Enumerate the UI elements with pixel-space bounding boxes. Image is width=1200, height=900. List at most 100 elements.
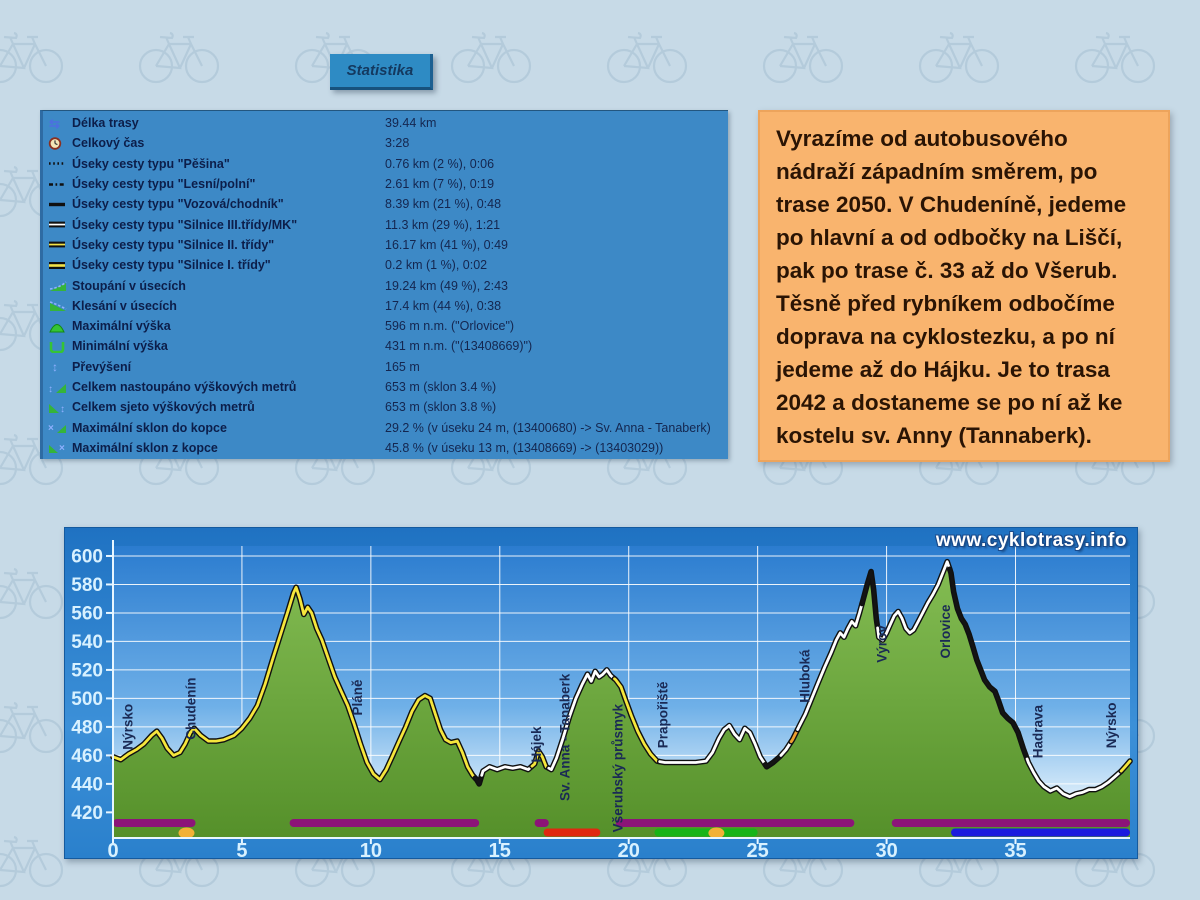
stat-label: Úseky cesty typu "Silnice III.třídy/MK"	[72, 217, 298, 232]
svg-text:↕: ↕	[48, 384, 53, 394]
x-tick-label: 15	[489, 840, 511, 858]
route-length-icon: ⇆	[48, 117, 72, 130]
stat-label: Úseky cesty typu "Pěšina"	[72, 156, 230, 171]
road-solid-icon	[48, 198, 72, 211]
road-class1-icon	[48, 259, 72, 272]
svg-text:×: ×	[48, 423, 54, 434]
profile-line-black	[948, 567, 1029, 761]
svg-text:×: ×	[59, 443, 65, 454]
table-row: ↕ Celkem sjeto výškových metrů 653 m (sklo…	[43, 397, 728, 417]
statistics-table: ⇆ Délka trasy 39.44 km Celkový čas 3:28 Úseky…	[40, 110, 728, 459]
stat-label: Klesání v úsecích	[72, 298, 177, 313]
route-marker-dot	[708, 827, 725, 839]
stat-label: Maximální sklon z kopce	[72, 440, 218, 455]
place-label: Prapořiště	[656, 681, 671, 748]
table-row: Klesání v úsecích 17.4 km (44 %), 0:38	[43, 296, 728, 316]
table-row: × Maximální sklon z kopce 45.8 % (v úseku …	[43, 438, 728, 458]
x-tick-label: 5	[236, 840, 247, 858]
profile-line-yellow	[1119, 759, 1132, 773]
profile-line-white	[658, 724, 767, 767]
elevation-profile-svg: Nýrsko Chudenín Pláně Hájek Sv. Anna - Tanab…	[71, 540, 1133, 858]
x-tick-label: 25	[747, 840, 769, 858]
y-tick-label: 440	[71, 774, 103, 795]
climb-sections-icon	[48, 279, 72, 292]
stat-label: Celkem nastoupáno výškových metrů	[72, 380, 297, 394]
stat-value: 653 m (sklon 3.4 %)	[385, 380, 497, 394]
total-ascent-icon: ↕	[48, 381, 72, 394]
stat-label: Celkový čas	[72, 136, 145, 151]
stat-value: 0.76 km (2 %), 0:06	[385, 156, 495, 171]
max-downhill-grade-icon: ×	[48, 441, 72, 454]
route-bar-blue	[951, 828, 1130, 837]
x-tick-label: 20	[618, 840, 640, 858]
stat-label: Úseky cesty typu "Silnice I. třídy"	[72, 258, 271, 273]
place-label: Sv. Anna - Tanaberk	[558, 673, 573, 801]
place-label: Výrov	[875, 625, 890, 663]
route-bar-purple	[113, 819, 196, 827]
stat-value: 39.44 km	[385, 116, 437, 131]
stat-value: 29.2 % (v úseku 24 m, (13400680) -> Sv. …	[385, 420, 711, 435]
table-row: Stoupání v úsecích 19.24 km (49 %), 2:43	[43, 275, 728, 295]
stat-label: Úseky cesty typu "Lesní/polní"	[72, 177, 256, 192]
table-row: Úseky cesty typu "Lesní/polní" 2.61 km (7…	[43, 174, 728, 194]
profile-line-white	[796, 602, 864, 731]
stat-label: Délka trasy	[72, 116, 139, 131]
svg-text:⇆: ⇆	[49, 117, 60, 130]
y-tick-label: 460	[71, 746, 103, 767]
svg-text:↕: ↕	[60, 404, 65, 414]
place-label: Hluboká	[797, 649, 812, 703]
profile-line-white	[547, 668, 616, 771]
table-row: Celkový čas 3:28	[43, 133, 728, 153]
table-row: Minimální výška 431 m n.m. ("(13408669)")	[43, 336, 728, 356]
road-class2-icon	[48, 238, 72, 251]
table-row: ↕ Celkem nastoupáno výškových metrů 653 m …	[43, 377, 728, 397]
slide-title: Statistika	[346, 62, 414, 79]
profile-line-white	[480, 764, 534, 777]
place-label: Orlovice	[938, 604, 953, 659]
route-description-box: Vyrazíme od autobusového nádraží západní…	[758, 110, 1170, 462]
stat-label: Celkem sjeto výškových metrů	[72, 400, 255, 415]
y-tick-label: 600	[71, 546, 103, 567]
table-row: Úseky cesty typu "Vozová/chodník" 8.39 km…	[43, 194, 728, 214]
x-tick-label: 30	[875, 840, 897, 858]
stat-label: Úseky cesty typu "Silnice II. třídy"	[72, 237, 275, 252]
stat-label: Převýšení	[72, 359, 132, 374]
x-tick-label: 35	[1004, 840, 1026, 858]
watermark: www.cyklotrasy.info	[935, 530, 1127, 551]
profile-line-white	[876, 560, 952, 642]
path-dashdot-icon	[48, 178, 72, 191]
table-row: ⇆ Délka trasy 39.44 km	[43, 113, 728, 133]
stat-label: Minimální výška	[72, 339, 168, 354]
stat-value: 596 m n.m. ("Orlovice")	[385, 319, 515, 334]
stat-value: 653 m (sklon 3.8 %)	[385, 400, 497, 415]
svg-text:↕: ↕	[52, 360, 58, 373]
place-label: Pláně	[350, 679, 365, 716]
stat-value: 17.4 km (44 %), 0:38	[385, 298, 502, 313]
route-marker-dot	[178, 827, 195, 839]
profile-line-yellow	[111, 585, 477, 781]
stat-label: Maximální sklon do kopce	[72, 420, 227, 435]
table-row: ↕ Převýšení 165 m	[43, 357, 728, 377]
max-uphill-grade-icon: ×	[48, 421, 72, 434]
profile-line-white	[1025, 757, 1123, 799]
y-tick-label: 520	[71, 660, 103, 681]
profile-line-black	[473, 773, 484, 786]
profile-line-white	[779, 740, 793, 757]
place-label: Nýrsko	[1104, 702, 1119, 748]
road-class3-icon	[48, 218, 72, 231]
stat-label: Maximální výška	[72, 319, 171, 334]
y-tick-label: 500	[71, 689, 103, 710]
profile-line-black	[860, 570, 879, 630]
slide-title-tab: Statistika	[330, 54, 433, 90]
route-bar-purple	[289, 819, 480, 827]
table-row: Úseky cesty typu "Silnice III.třídy/MK" 1…	[43, 214, 728, 234]
total-time-icon	[48, 137, 72, 150]
y-tick-label: 420	[71, 803, 103, 824]
route-bar-purple	[615, 819, 855, 827]
elevation-profile-chart: Nýrsko Chudenín Pláně Hájek Sv. Anna - Tanab…	[64, 527, 1138, 859]
route-description-text: Vyrazíme od autobusového nádraží západní…	[776, 126, 1127, 448]
place-label: Hájek	[529, 726, 544, 763]
stat-value: 165 m	[385, 359, 420, 374]
x-tick-label: 0	[107, 840, 118, 858]
